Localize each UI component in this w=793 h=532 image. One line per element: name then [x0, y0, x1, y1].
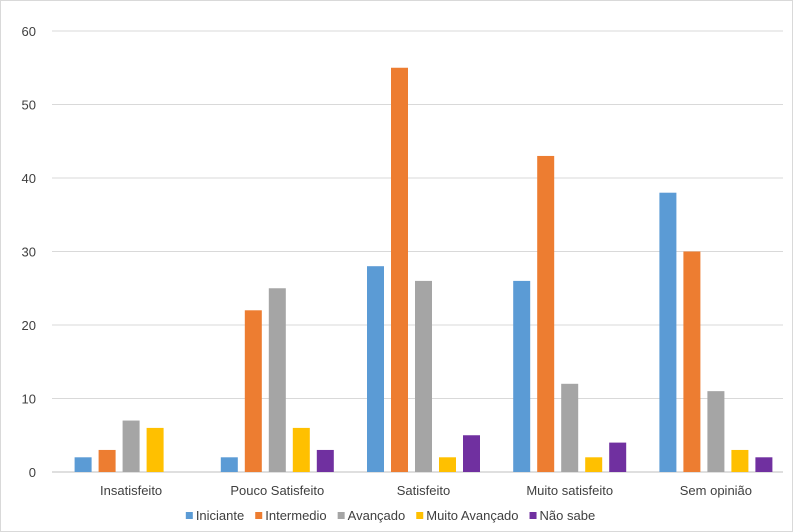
- bar-muito-avançado-4: [731, 449, 749, 472]
- bar-iniciante-3: [513, 280, 531, 472]
- y-tick-label: 50: [22, 98, 36, 113]
- bars: [74, 67, 773, 472]
- legend-swatch: [185, 512, 193, 519]
- legend-swatch: [529, 512, 537, 519]
- bar-intermedio-2: [391, 67, 408, 472]
- bar-avançado-2: [415, 280, 432, 472]
- bar-intermedio-1: [244, 310, 262, 472]
- bar-iniciante-2: [367, 266, 384, 472]
- legend-swatch: [337, 512, 345, 519]
- bar-iniciante-1: [220, 457, 238, 472]
- y-tick-label: 10: [22, 392, 36, 407]
- y-axis-ticks: 0 10 20 30 40 50 60: [22, 24, 36, 480]
- bar-muito-avançado-3: [585, 457, 603, 472]
- bar-muito-avançado-0: [146, 427, 164, 472]
- x-category-label: Sem opinião: [680, 483, 752, 498]
- legend-swatch: [255, 512, 263, 519]
- legend-label: Iniciante: [196, 508, 244, 523]
- bar-intermedio-0: [98, 449, 116, 472]
- x-axis: Insatisfeito Pouco Satisfeito Satisfeito Mu…: [100, 483, 752, 498]
- bar-iniciante-4: [659, 192, 677, 472]
- x-category-label: Satisfeito: [397, 483, 450, 498]
- bar-intermedio-3: [537, 155, 555, 472]
- legend-swatch: [416, 512, 424, 519]
- bar-não-sabe-3: [609, 442, 627, 472]
- bar-não-sabe-4: [755, 457, 773, 472]
- y-tick-label: 40: [22, 171, 36, 186]
- y-tick-label: 60: [22, 24, 36, 39]
- x-category-label: Muito satisfeito: [526, 483, 613, 498]
- bar-intermedio-4: [683, 251, 701, 472]
- bar-avançado-0: [122, 420, 140, 472]
- y-tick-label: 0: [29, 465, 36, 480]
- legend: Iniciante Intermedio Avançado Muito Avançad…: [185, 508, 596, 523]
- legend-label: Não sabe: [540, 508, 596, 523]
- bar-não-sabe-1: [316, 449, 334, 472]
- bar-iniciante-0: [74, 457, 92, 472]
- y-tick-label: 20: [22, 318, 36, 333]
- y-tick-label: 30: [22, 245, 36, 260]
- bar-avançado-4: [707, 391, 725, 472]
- x-category-label: Pouco Satisfeito: [230, 483, 324, 498]
- legend-label: Avançado: [348, 508, 406, 523]
- bar-muito-avançado-1: [292, 427, 310, 472]
- legend-label: Muito Avançado: [426, 508, 518, 523]
- bar-não-sabe-2: [463, 435, 480, 472]
- bar-avançado-1: [268, 288, 286, 472]
- legend-label: Intermedio: [265, 508, 326, 523]
- bar-muito-avançado-2: [439, 457, 456, 472]
- bar-avançado-3: [561, 383, 579, 472]
- x-category-label: Insatisfeito: [100, 483, 162, 498]
